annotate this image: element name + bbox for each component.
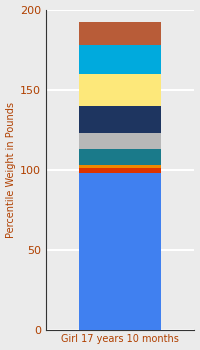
Bar	[79, 165, 161, 168]
Bar	[79, 106, 161, 133]
Bar	[79, 133, 161, 149]
Bar	[79, 173, 161, 330]
Bar	[79, 168, 161, 173]
Bar	[79, 74, 161, 106]
Bar	[79, 45, 161, 74]
Bar	[79, 149, 161, 165]
Bar	[79, 22, 161, 45]
Y-axis label: Percentile Weight in Pounds: Percentile Weight in Pounds	[6, 102, 16, 238]
